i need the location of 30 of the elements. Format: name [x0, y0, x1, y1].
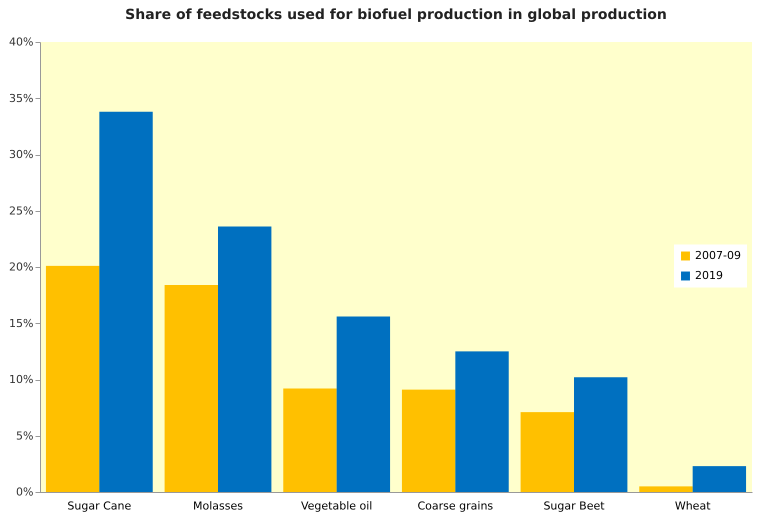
y-tick-label: 5% — [16, 429, 34, 442]
y-tick-label: 10% — [9, 373, 34, 386]
bar — [218, 226, 272, 492]
bar — [46, 266, 100, 492]
legend-label: 2019 — [695, 269, 723, 282]
bar — [99, 112, 153, 492]
x-tick-label: Sugar Beet — [543, 500, 606, 512]
chart-title: Share of feedstocks used for biofuel production in global production — [125, 7, 667, 23]
y-tick-label: 20% — [9, 260, 34, 274]
bar — [336, 316, 390, 492]
bar — [164, 285, 218, 492]
bar — [520, 412, 574, 492]
bar — [455, 351, 509, 492]
bar — [639, 486, 693, 492]
bar — [402, 390, 456, 492]
x-tick-label: Vegetable oil — [300, 500, 372, 512]
x-tick-label: Sugar Cane — [67, 500, 132, 512]
y-tick-label: 0% — [16, 486, 34, 498]
y-tick-label: 15% — [9, 316, 34, 330]
x-tick-label: Molasses — [193, 500, 244, 512]
bar — [574, 377, 628, 492]
y-tick-label: 30% — [9, 148, 34, 161]
bar — [692, 466, 746, 492]
x-tick-label: Wheat — [674, 500, 712, 512]
y-tick-label: 35% — [9, 92, 34, 105]
bar — [283, 388, 337, 492]
y-tick-label: 40% — [9, 36, 34, 48]
legend-label: 2007-09 — [695, 249, 741, 262]
x-tick-label: Coarse grains — [417, 500, 494, 512]
y-tick-label: 25% — [9, 204, 34, 218]
